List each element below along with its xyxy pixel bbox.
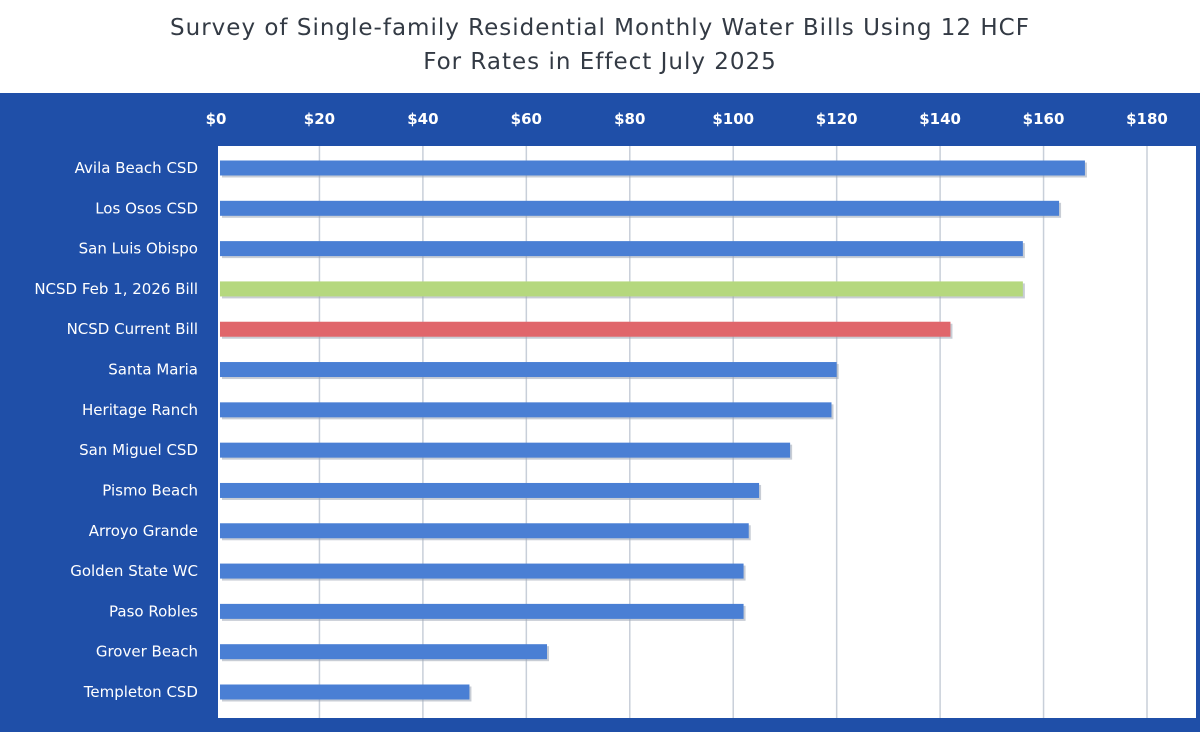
- category-label: San Miguel CSD: [79, 441, 198, 459]
- bar: [220, 200, 1060, 216]
- x-tick-label: $40: [407, 110, 438, 128]
- category-label: NCSD Current Bill: [67, 320, 198, 338]
- bar: [220, 402, 832, 418]
- chart-title: Survey of Single-family Residential Mont…: [170, 15, 1030, 41]
- x-tick-label: $160: [1023, 110, 1065, 128]
- category-label: Heritage Ranch: [82, 401, 198, 419]
- x-tick-label: $120: [816, 110, 858, 128]
- category-label: Paso Robles: [109, 602, 198, 620]
- bar: [220, 644, 548, 660]
- category-label: Grover Beach: [96, 643, 198, 661]
- bar: [220, 362, 837, 378]
- x-tick-label: $140: [919, 110, 961, 128]
- x-tick-label: $60: [511, 110, 542, 128]
- bar: [220, 281, 1023, 297]
- category-label: Avila Beach CSD: [75, 159, 198, 177]
- bar: [220, 482, 760, 498]
- category-label: Los Osos CSD: [95, 199, 198, 217]
- bar: [220, 523, 749, 539]
- x-tick-label: $20: [304, 110, 335, 128]
- bar: [220, 603, 744, 619]
- x-tick-label: $80: [614, 110, 645, 128]
- category-label: NCSD Feb 1, 2026 Bill: [34, 280, 198, 298]
- category-label: San Luis Obispo: [79, 240, 198, 258]
- category-label: Pismo Beach: [102, 481, 198, 499]
- bar: [220, 684, 470, 700]
- category-label: Santa Maria: [108, 361, 198, 379]
- category-label: Arroyo Grande: [89, 522, 198, 540]
- bar: [220, 321, 951, 337]
- bar: [220, 563, 744, 579]
- chart-subtitle: For Rates in Effect July 2025: [423, 49, 777, 75]
- x-tick-label: $100: [712, 110, 754, 128]
- x-tick-label: $0: [206, 110, 227, 128]
- category-label: Templeton CSD: [83, 683, 198, 701]
- bar: [220, 442, 791, 458]
- bar: [220, 160, 1085, 176]
- category-label: Golden State WC: [70, 562, 198, 580]
- plot-area: [218, 146, 1196, 718]
- bar: [220, 241, 1023, 257]
- x-tick-label: $180: [1126, 110, 1168, 128]
